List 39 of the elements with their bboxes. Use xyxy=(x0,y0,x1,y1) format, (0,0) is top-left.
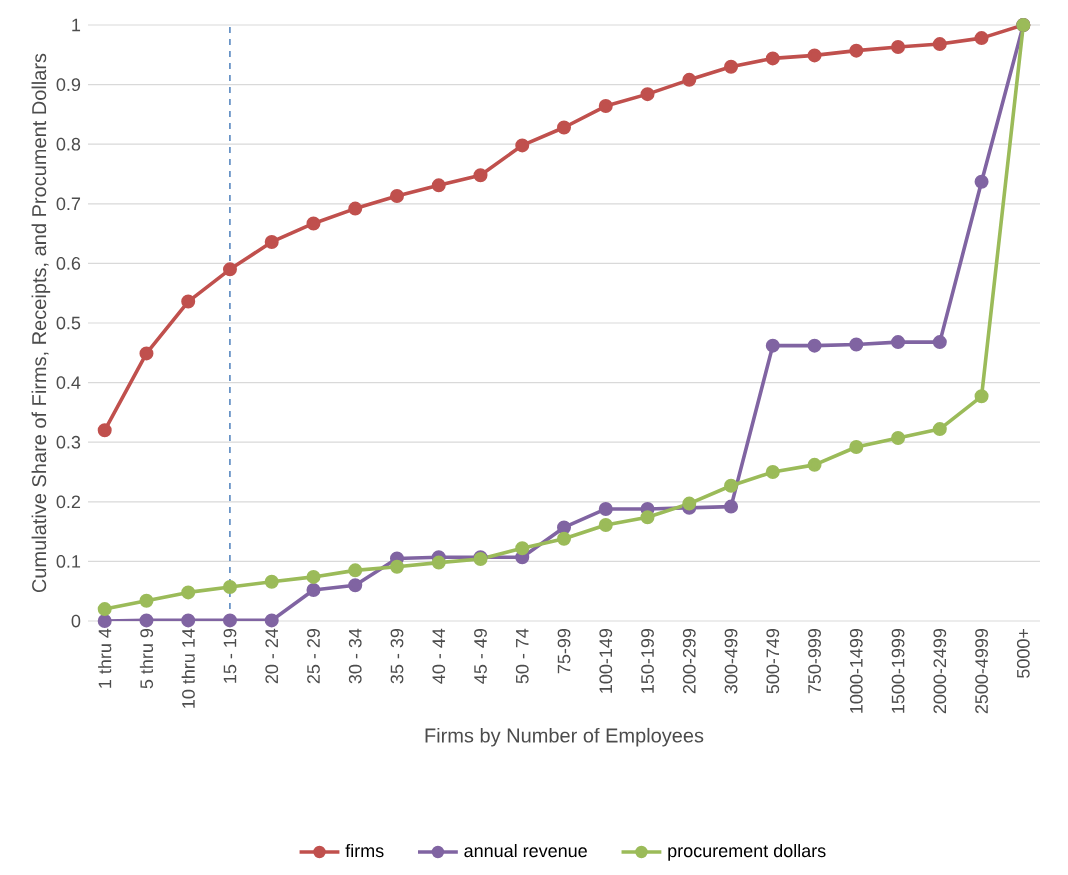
x-tick-label: 750-999 xyxy=(808,628,821,694)
y-tick-label: 0.2 xyxy=(56,495,81,509)
x-axis-title: Firms by Number of Employees xyxy=(425,727,704,747)
y-tick-label: 0.3 xyxy=(56,435,81,449)
y-tick-label: 0.7 xyxy=(56,197,81,211)
x-tick-label: 2500-4999 xyxy=(975,628,988,714)
x-tick-label: 50 - 74 xyxy=(515,628,529,684)
y-axis-title: Cumulative Share of Firms, Receipts, and Procument Dollars xyxy=(31,53,51,593)
x-tick-label: 40 - 44 xyxy=(432,628,446,684)
x-tick-label: 150-199 xyxy=(641,628,654,693)
x-tick-label: 1500-1999 xyxy=(891,628,905,713)
y-tick-label: 0.9 xyxy=(56,78,81,91)
y-tick-label: 0.1 xyxy=(56,555,81,568)
x-tick-label: 5000+ xyxy=(1016,628,1030,678)
legend-label: firms xyxy=(345,843,384,858)
x-tick-label: 500-749 xyxy=(766,628,780,694)
x-tick-label: 10 thru 14 xyxy=(181,628,195,708)
x-tick-label: 15 - 19 xyxy=(223,628,237,683)
y-tick-label: 0.6 xyxy=(56,257,81,270)
y-tick-label: 0 xyxy=(71,614,81,628)
y-tick-label: 0.5 xyxy=(56,316,81,330)
x-tick-label: 2000-2499 xyxy=(933,628,947,714)
x-tick-label: 45 - 49 xyxy=(474,628,487,684)
y-tick-label: 1 xyxy=(72,18,81,32)
x-tick-label: 1 thru 4 xyxy=(98,628,112,688)
x-tick-label: 5 thru 9 xyxy=(139,628,154,689)
legend-label: annual revenue xyxy=(464,843,587,858)
x-tick-label: 1000-1499 xyxy=(849,628,863,713)
x-tick-label: 30 - 34 xyxy=(348,628,362,684)
x-tick-label: 25 - 29 xyxy=(307,628,320,684)
x-tick-label: 200-299 xyxy=(682,628,696,694)
x-tick-label: 35 - 39 xyxy=(390,628,404,684)
x-tick-label: 20 - 24 xyxy=(265,628,279,684)
x-tick-label: 100-149 xyxy=(599,628,613,693)
x-tick-label: 300-499 xyxy=(724,628,738,694)
x-tick-label: 75-99 xyxy=(557,628,571,674)
y-tick-label: 0.8 xyxy=(56,137,81,151)
legend-label: procurement dollars xyxy=(668,843,826,861)
y-tick-label: 0.4 xyxy=(56,376,81,389)
